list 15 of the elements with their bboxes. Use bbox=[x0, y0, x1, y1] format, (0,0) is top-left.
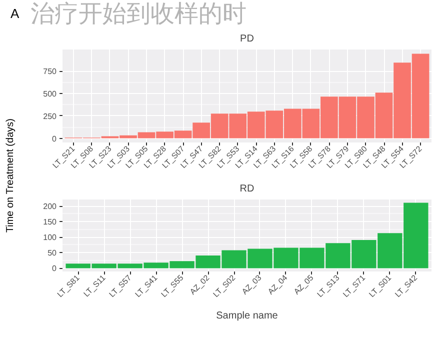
text: 治疗开始到收样的时 bbox=[30, 0, 246, 28]
chart-title: RD bbox=[240, 184, 254, 194]
chart-title: PD bbox=[240, 34, 254, 44]
x-axis-title: Sample name bbox=[216, 310, 278, 322]
text: A bbox=[10, 6, 20, 21]
y-tick-label: 150 bbox=[43, 218, 58, 227]
y-tick-label: 500 bbox=[43, 89, 58, 98]
y-axis-title: Time on Treatment (days) bbox=[5, 118, 16, 233]
y-tick-label: 0 bbox=[52, 264, 58, 274]
y-tick-label: 250 bbox=[43, 112, 58, 121]
y-tick-label: 750 bbox=[43, 67, 58, 76]
y-tick-label: 0 bbox=[52, 134, 58, 144]
y-tick-label: 100 bbox=[43, 233, 58, 242]
y-tick-label: 200 bbox=[43, 202, 58, 212]
y-tick-label: 50 bbox=[48, 248, 58, 258]
